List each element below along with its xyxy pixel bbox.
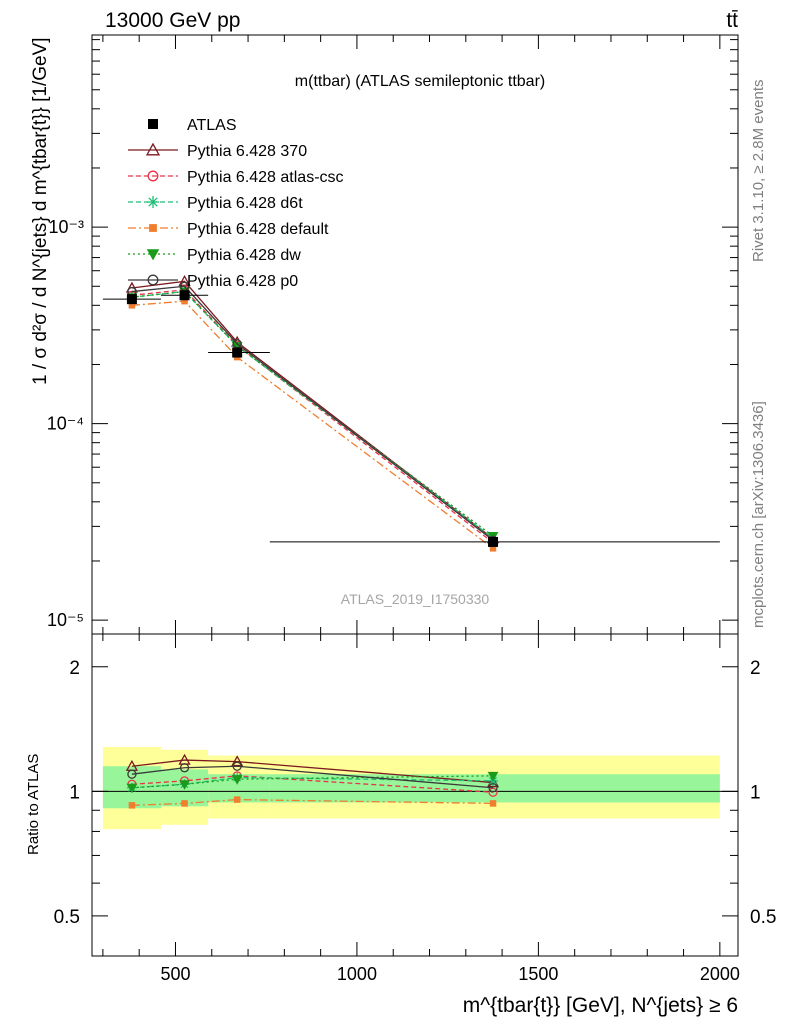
series-line-0 [131, 280, 494, 540]
ratio-series-line-5 [131, 765, 494, 789]
ratio-y-tick-label-right: 2 [750, 658, 761, 679]
ratio-point-5-2 [232, 761, 242, 771]
x-tick-label: 500 [160, 964, 190, 984]
ratio-point-3-3 [489, 800, 497, 807]
legend-label-0: Pythia 6.428 370 [187, 143, 307, 160]
ratio-frame [91, 633, 739, 957]
ratio-y-tick-label-right: 0.5 [750, 907, 776, 928]
series-point-3-1 [181, 297, 188, 305]
main-series-layer [125, 274, 500, 552]
ratio-y-axis-label: Ratio to ATLAS [25, 754, 42, 855]
analysis-watermark: ATLAS_2019_I1750330 [341, 591, 490, 607]
main-y-tick-label: 10⁻⁴ [47, 414, 84, 434]
series-point-0-0 [125, 281, 139, 293]
x-tick-label: 1000 [337, 964, 377, 984]
data-point-1 [179, 290, 190, 301]
legend-label-3: Pythia 6.428 default [187, 221, 329, 238]
x-tick-label: 1500 [518, 964, 558, 984]
main-panel: 10⁻⁵ 10⁻⁴ 10⁻³ m(ttbar) (ATLAS semileptoni… [30, 34, 739, 635]
legend-label-4: Pythia 6.428 dw [187, 247, 301, 264]
series-line-3 [131, 300, 494, 549]
ratio-point-4-2 [231, 775, 243, 785]
ratio-point-1-3 [488, 787, 498, 797]
legend-label-1: Pythia 6.428 atlas-csc [187, 169, 344, 186]
legend-label-2: Pythia 6.428 d6t [187, 195, 303, 212]
legend-marker-0 [145, 142, 161, 156]
main-y-axis-label: 1 / σ d²σ / d N^{jets} d m^{tbar{t}} [1/… [30, 37, 51, 385]
legend: ATLAS Pythia 6.428 370 Pythia 6.428 atlas-… [128, 117, 344, 290]
main-y-tick-label: 10⁻³ [48, 217, 84, 237]
ratio-point-5-0 [127, 769, 137, 779]
ratio-y-tick-label-right: 1 [750, 782, 761, 803]
mcplots-label: mcplots.cern.ch [arXiv:1306.3436] [750, 401, 767, 628]
ratio-series-line-1 [131, 775, 494, 793]
plot-title: m(ttbar) (ATLAS semileptonic ttbar) [295, 73, 545, 90]
ratio-y-tick-label: 1 [69, 782, 80, 803]
ratio-point-0-3 [486, 776, 500, 788]
x-tick-label: 2000 [700, 964, 740, 984]
ratio-point-5-3 [488, 783, 498, 793]
data-point-0 [126, 294, 137, 305]
x-axis-label: m^{tbar{t}} [GeV], N^{jets} ≥ 6 [463, 994, 738, 1017]
series-line-5 [131, 285, 494, 541]
legend-marker-5 [147, 274, 159, 286]
ratio-y-tick-label: 0.5 [54, 907, 80, 928]
ratio-point-5-1 [179, 763, 190, 773]
legend-marker-atlas [148, 119, 158, 129]
ratio-point-4-0 [126, 783, 138, 794]
legend-label-atlas: ATLAS [187, 117, 237, 134]
atlas-data-layer [102, 290, 720, 547]
series-line-4 [131, 290, 494, 537]
ratio-uncertainty-bands [102, 746, 720, 830]
main-y-tick-label: 10⁻⁵ [47, 610, 84, 630]
ratio-point-4-3 [487, 771, 499, 782]
ratio-series-line-4 [131, 775, 494, 789]
series-point-3-3 [489, 545, 497, 552]
legend-label-5: Pythia 6.428 p0 [187, 273, 298, 290]
main-ticks: 10⁻⁵ 10⁻⁴ 10⁻³ [47, 35, 738, 634]
legend-marker-1 [147, 170, 159, 182]
process-label: tt̄ [726, 9, 738, 32]
series-point-3-0 [128, 302, 136, 309]
data-point-2 [232, 347, 243, 358]
legend-marker-4 [146, 249, 160, 261]
energy-label: 13000 GeV pp [105, 9, 240, 32]
ratio-y-tick-label: 2 [69, 658, 80, 679]
ratio-series-layer [125, 753, 500, 809]
ratio-ticks: 500 1000 1500 2000 0.5 0.5 1 1 2 2 [54, 634, 776, 984]
ratio-point-3-2 [233, 796, 241, 803]
rivet-label: Rivet 3.1.10, ≥ 2.8M events [750, 80, 767, 263]
series-line-1 [131, 289, 494, 544]
data-point-3 [488, 536, 499, 547]
ratio-series-line-0 [131, 759, 494, 784]
ratio-point-4-1 [179, 780, 190, 790]
ratio-panel: 500 1000 1500 2000 0.5 0.5 1 1 2 2 Ratio to ATLAS… [25, 633, 776, 1017]
legend-marker-2 [147, 196, 159, 208]
ratio-point-3-1 [181, 800, 188, 807]
legend-marker-3 [149, 224, 157, 232]
ratio-point-3-0 [128, 802, 136, 809]
